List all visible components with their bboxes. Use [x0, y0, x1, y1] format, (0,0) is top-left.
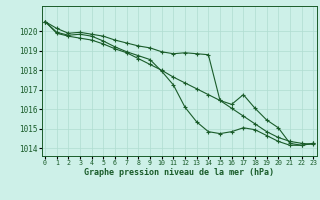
X-axis label: Graphe pression niveau de la mer (hPa): Graphe pression niveau de la mer (hPa)	[84, 168, 274, 177]
